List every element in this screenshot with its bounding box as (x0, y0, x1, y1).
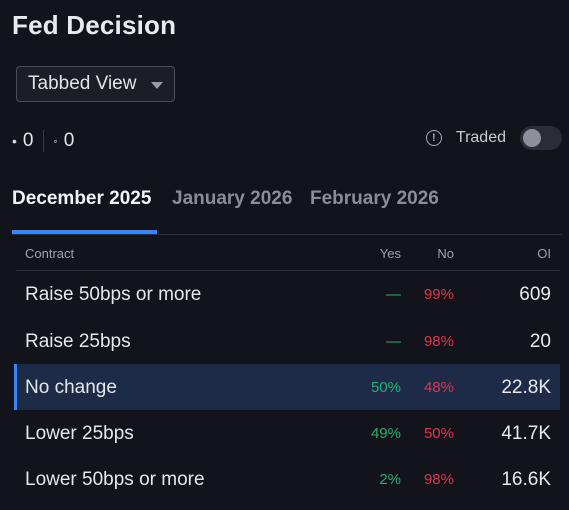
traded-filter: ! Traded (425, 126, 562, 150)
contract-name: Raise 50bps or more (25, 284, 202, 305)
contract-row-lower-25[interactable]: Lower 25bps 49% 50% 41.7K (16, 410, 560, 456)
toggle-knob (523, 129, 541, 147)
yes-price[interactable]: 2% (379, 471, 401, 488)
page-title: Fed Decision (12, 10, 177, 40)
no-price[interactable]: 98% (423, 333, 454, 350)
contract-row-raise-25[interactable]: Raise 25bps — 98% 20 (16, 318, 560, 364)
contract-name: Lower 25bps (25, 423, 134, 444)
yes-price[interactable]: 49% (370, 425, 401, 442)
filled-count: 0 (22, 130, 34, 151)
open-interest: 16.6K (501, 469, 551, 490)
active-tab-indicator (12, 230, 157, 234)
open-count: 0 (63, 130, 75, 151)
table-header: Contract Yes No OI (16, 236, 560, 271)
contract-row-raise-50[interactable]: Raise 50bps or more — 99% 609 (16, 271, 560, 317)
contract-name: Lower 50bps or more (25, 469, 205, 490)
traded-label: Traded (455, 129, 506, 146)
month-tabs: December 2025 January 2026 February 2026 (12, 188, 562, 234)
contract-row-lower-50[interactable]: Lower 50bps or more 2% 98% 16.6K (16, 456, 560, 502)
contract-name: Raise 25bps (25, 331, 131, 352)
contract-row-no-change[interactable]: No change 50% 48% 22.8K (14, 364, 560, 410)
info-icon[interactable]: ! (425, 130, 442, 146)
no-price[interactable]: 99% (423, 286, 454, 303)
counts-divider (43, 130, 45, 152)
open-interest: 20 (529, 331, 551, 352)
yes-price[interactable]: 50% (370, 379, 401, 396)
tab-january-2026[interactable]: January 2026 (172, 188, 293, 209)
contract-name: No change (25, 377, 117, 398)
no-price[interactable]: 48% (423, 379, 454, 396)
header-yes: Yes (379, 246, 401, 261)
open-interest: 22.8K (501, 377, 551, 398)
no-price[interactable]: 98% (423, 471, 454, 488)
open-interest: 609 (519, 284, 551, 305)
filled-dot-icon: • (12, 133, 17, 149)
header-contract: Contract (25, 246, 75, 261)
header-oi: OI (537, 246, 551, 261)
tab-february-2026[interactable]: February 2026 (310, 188, 439, 209)
yes-price[interactable]: — (386, 286, 401, 303)
header-no: No (437, 246, 454, 261)
open-interest: 41.7K (501, 423, 551, 444)
caret-down-icon (151, 82, 163, 89)
tab-december-2025[interactable]: December 2025 (12, 188, 152, 209)
open-ring-icon: ◦ (53, 134, 58, 148)
tabs-divider (12, 234, 562, 235)
order-counts: • 0 ◦ 0 (12, 130, 74, 152)
yes-price[interactable]: — (386, 333, 401, 350)
view-mode-label: Tabbed View (28, 73, 137, 94)
no-price[interactable]: 50% (423, 425, 454, 442)
traded-toggle[interactable] (520, 126, 562, 150)
view-mode-select[interactable]: Tabbed View (16, 66, 175, 102)
